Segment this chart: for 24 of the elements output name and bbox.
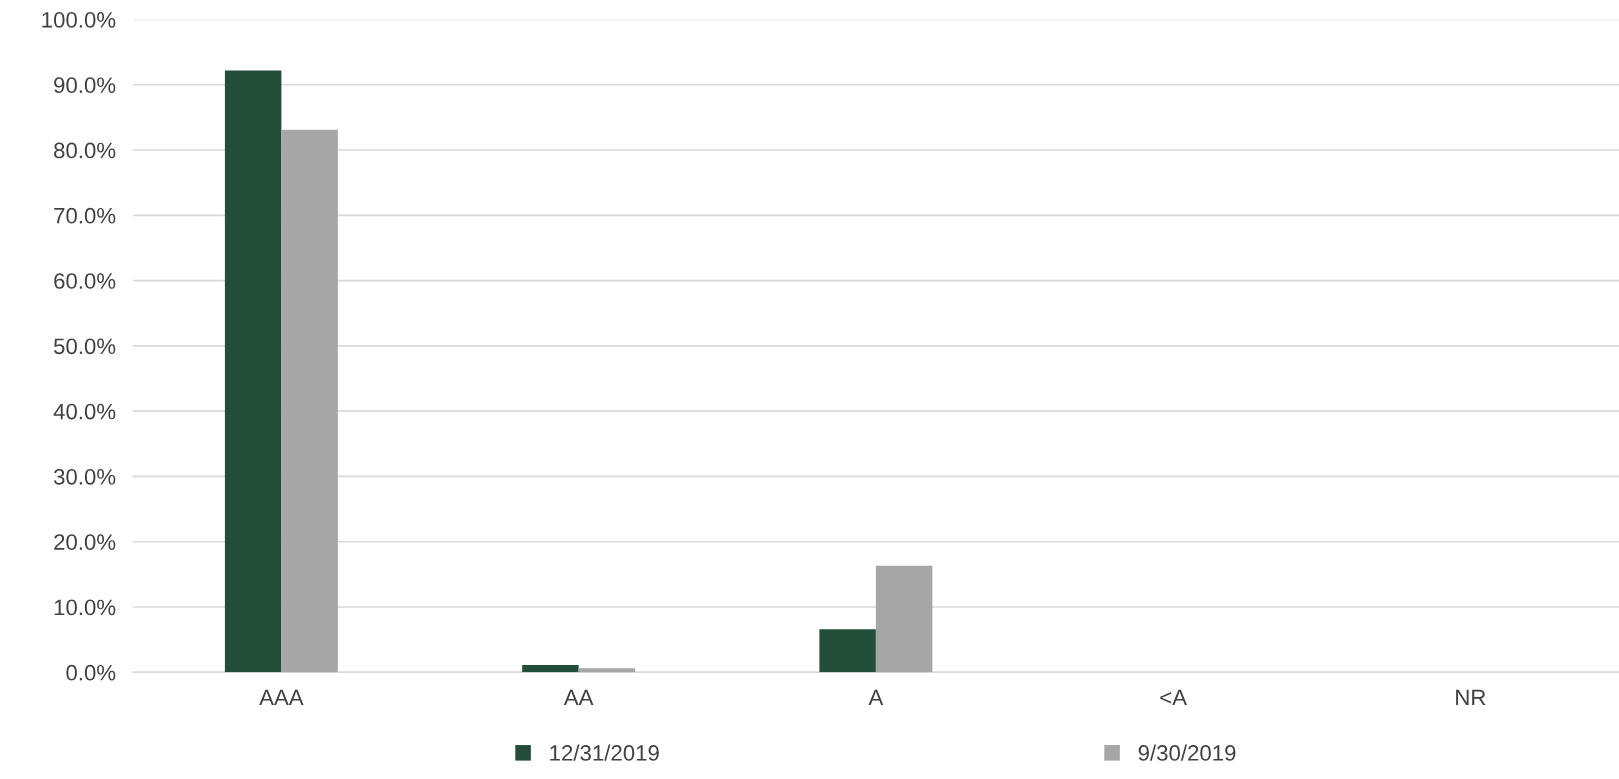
x-tick-label: NR: [1456, 689, 1486, 706]
y-tick-label: 90.0%: [54, 77, 116, 94]
y-tick-label: 70.0%: [54, 207, 116, 224]
x-tick-label: <A: [1160, 689, 1187, 706]
bar: [522, 665, 579, 673]
y-tick-label: 60.0%: [54, 273, 116, 289]
y-tick-label: 20.0%: [54, 534, 116, 550]
y-tick-label: 10.0%: [54, 599, 116, 616]
y-tick-label: 40.0%: [53, 403, 116, 420]
y-tick-label: 0.0%: [66, 664, 116, 681]
bar: [281, 129, 338, 673]
x-tick-label: A: [868, 689, 884, 706]
bar: [578, 668, 636, 673]
x-tick-label: AAA: [259, 689, 304, 706]
y-tick-label: 30.0%: [53, 468, 116, 485]
y-tick-label: 100.0%: [42, 12, 116, 28]
y-tick-label: 50.0%: [53, 338, 116, 355]
legend-label: 12/31/2019: [550, 744, 659, 761]
bar: [224, 70, 282, 673]
bar: [819, 629, 876, 673]
y-tick-label: 80.0%: [54, 142, 116, 159]
legend-label: 9/30/2019: [1138, 744, 1236, 761]
x-tick-label: AA: [563, 689, 594, 706]
bar: [875, 565, 933, 673]
